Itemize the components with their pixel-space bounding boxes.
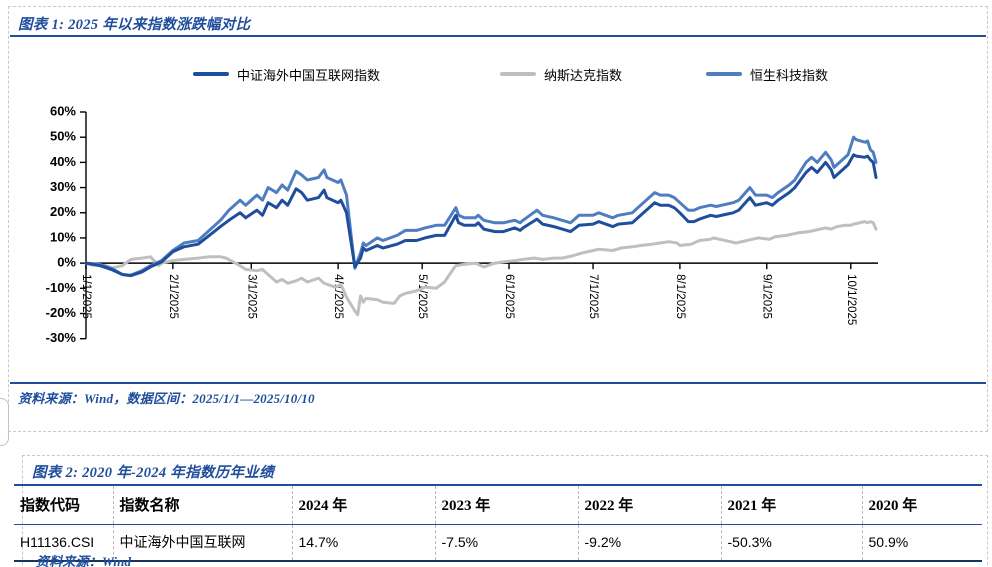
page-edge-handle[interactable] <box>0 398 9 446</box>
table-header-0: 指数代码 <box>14 485 113 525</box>
x-axis-tick-label: 3/1/2025 <box>245 274 257 319</box>
x-axis-tick-label: 8/1/2025 <box>674 274 686 319</box>
x-axis-tick-label: 6/1/2025 <box>503 274 515 319</box>
y-axis-tick-label: 0% <box>57 255 76 270</box>
x-axis-tick-label: 1/1/2025 <box>80 274 92 319</box>
figure1-title: 图表 1: 2025 年以来指数涨跌幅对比 <box>18 17 251 33</box>
legend-line-swatch <box>706 72 743 76</box>
y-axis-tick-label: 60% <box>50 103 76 118</box>
x-axis-tick-label: 5/1/2025 <box>416 274 428 319</box>
series-line-1 <box>84 220 878 317</box>
y-axis-tick-label: -10% <box>46 280 77 295</box>
table-cell-1: 中证海外中国互联网 <box>112 524 292 561</box>
y-axis-tick-label: 20% <box>50 204 76 219</box>
y-axis-tick-label: 40% <box>50 154 76 169</box>
table-cell-6: 50.9% <box>861 524 982 561</box>
table-header-4: 2022 年 <box>577 485 721 525</box>
legend-label: 纳斯达克指数 <box>544 67 623 83</box>
x-axis-tick-label: 10/1/2025 <box>845 274 857 325</box>
legend-line-swatch <box>193 72 229 76</box>
legend-label: 中证海外中国互联网指数 <box>237 67 381 83</box>
x-axis-tick-label: 2/1/2025 <box>167 274 179 319</box>
x-axis-tick-label: 7/1/2025 <box>587 274 599 319</box>
table-header-2: 2024 年 <box>291 485 435 525</box>
legend-label: 恒生科技指数 <box>750 67 829 83</box>
chart-area: 60% 50% 40% 30% 20% 10% 0% -10% -20% -30% 1/1/2025… <box>28 100 968 352</box>
series-line-0 <box>84 153 878 278</box>
y-axis-tick-label: 10% <box>50 229 76 244</box>
legend-line-swatch <box>500 72 537 76</box>
figure1-source-note: 资料来源：Wind，数据区间：2025/1/1—2025/10/10 <box>18 391 315 406</box>
figure1-title-rule <box>10 35 986 37</box>
y-axis-tick-label: 30% <box>50 179 76 194</box>
x-axis-tick-label: 9/1/2025 <box>761 274 773 319</box>
series-line-2 <box>84 135 878 277</box>
y-axis-tick-label: -30% <box>46 330 77 345</box>
table-header-3: 2023 年 <box>434 485 578 525</box>
table-body: H11136.CSI 中证海外中国互联网 14.7% -7.5% -9.2% -50.3%… <box>14 524 982 561</box>
line-chart: 60% 50% 40% 30% 20% 10% 0% -10% -20% -30%1/1/2025… <box>46 103 878 345</box>
table-cell-0: H11136.CSI <box>20 534 95 550</box>
table-header-6: 2020 年 <box>861 485 982 525</box>
x-axis-tick-label: 4/1/2025 <box>332 274 344 319</box>
legend-item-2: 恒生科技指数 <box>706 65 828 84</box>
table-header-row: 指数代码 指数名称 2024 年 2023 年 2022 年 2021 年 2020 年 <box>14 485 982 525</box>
figure1-panel <box>8 6 988 432</box>
figure2-title: 图表 2: 2020 年-2024 年指数历年业绩 <box>32 465 274 481</box>
table-row: H11136.CSI 中证海外中国互联网 14.7% -7.5% -9.2% -50.3%… <box>14 524 982 561</box>
y-axis-tick-label: 50% <box>50 129 76 144</box>
performance-table-wrap: 指数代码 指数名称 2024 年 2023 年 2022 年 2021 年 2020 年 H… <box>14 484 982 562</box>
legend-item-1: 纳斯达克指数 <box>500 65 622 84</box>
table-cell-3: -7.5% <box>434 524 578 561</box>
table-cell-2: 14.7% <box>291 524 435 561</box>
table-cell-4: -9.2% <box>577 524 721 561</box>
table-header-1: 指数名称 <box>112 485 292 525</box>
table-cell-5: -50.3% <box>720 524 862 561</box>
figure1-footer-rule <box>10 382 986 384</box>
table-header-5: 2021 年 <box>720 485 862 525</box>
chart-legend: 中证海外中国互联网指数 纳斯达克指数 恒生科技指数 <box>0 62 992 86</box>
legend-item-0: 中证海外中国互联网指数 <box>193 65 380 84</box>
figure2-source-note: 资料来源：Wind <box>36 554 132 567</box>
y-axis-tick-label: -20% <box>46 305 77 320</box>
performance-table: 指数代码 指数名称 2024 年 2023 年 2022 年 2021 年 2020 年 H… <box>14 484 982 562</box>
